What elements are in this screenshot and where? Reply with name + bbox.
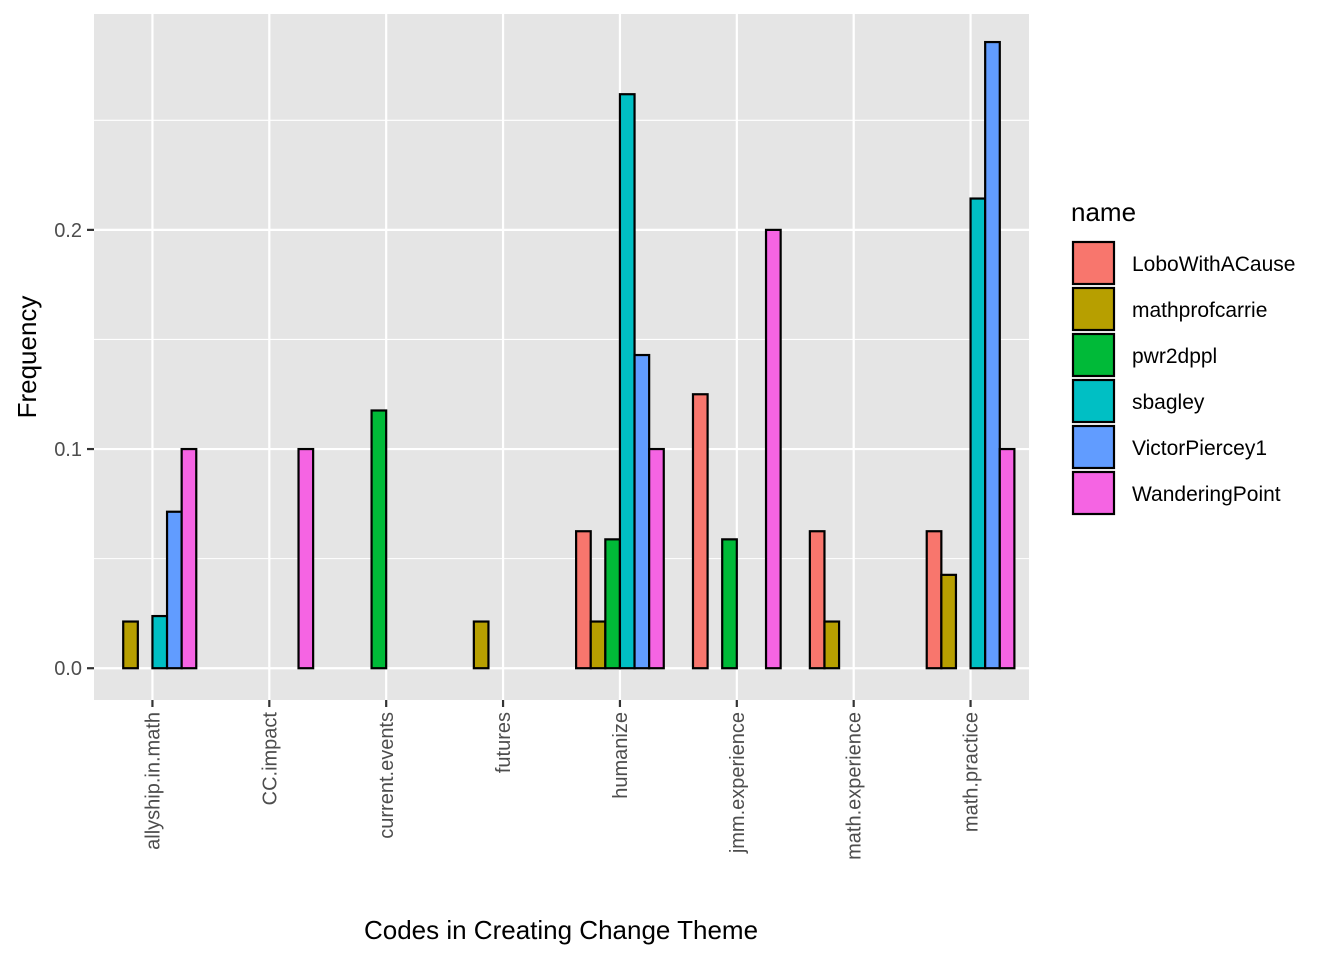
legend-label-WanderingPoint: WanderingPoint (1132, 483, 1281, 506)
bar-pwr2dppl-current.events (370, 409, 388, 670)
legend-key-pwr2dppl (1071, 332, 1116, 378)
legend-label-pwr2dppl: pwr2dppl (1132, 345, 1217, 368)
legend-items: LoboWithACause mathprofcarrie pwr2dppl sbag… (1071, 240, 1295, 516)
x-tick-label: allyship.in.math (142, 712, 164, 850)
x-tick-label: humanize (610, 712, 632, 799)
x-tick-label: math.experience (844, 712, 866, 860)
y-tick-label: 0.1 (54, 439, 82, 461)
bar-WanderingPoint-humanize (648, 447, 665, 670)
bar-LoboWithACause-math.experience (808, 530, 826, 670)
legend-label-VictorPiercey1: VictorPiercey1 (1132, 437, 1267, 460)
x-tick-label: jmm.experience (727, 712, 749, 854)
legend-key-VictorPiercey1 (1071, 424, 1116, 470)
bar-LoboWithACause-math.practice (925, 530, 943, 670)
legend-title: name (1071, 197, 1136, 227)
plot-panel (94, 14, 1029, 700)
x-axis: allyship.in.math CC.impact current.events f… (142, 700, 983, 860)
bar-mathprofcarrie-math.practice (940, 573, 958, 670)
y-tick-label: 0.0 (54, 658, 82, 680)
bar-mathprofcarrie-humanize (589, 620, 607, 670)
bar-WanderingPoint-allyship.in.math (180, 447, 198, 670)
bar-sbagley-math.practice (969, 197, 987, 670)
legend-key-sbagley (1071, 378, 1116, 424)
bar-mathprofcarrie-math.experience (823, 620, 841, 670)
bar-mathprofcarrie-allyship.in.math (122, 620, 139, 670)
legend: name LoboWithACause mathprofcarrie pwr2dpp… (1071, 197, 1295, 516)
legend-key-WanderingPoint (1071, 470, 1116, 516)
minor-gridlines (94, 119, 1029, 560)
bar-VictorPiercey1-math.practice (984, 40, 1001, 670)
bar-VictorPiercey1-allyship.in.math (165, 510, 183, 670)
bars (122, 40, 1016, 670)
x-tick-label: CC.impact (259, 712, 281, 806)
x-tick-label: futures (493, 712, 515, 773)
x-axis-title: Codes in Creating Change Theme (364, 915, 758, 945)
bar-WanderingPoint-CC.impact (297, 447, 315, 670)
x-tick-label: math.practice (961, 712, 983, 832)
legend-label-LoboWithACause: LoboWithACause (1132, 253, 1295, 276)
legend-key-mathprofcarrie (1071, 286, 1116, 332)
legend-key-LoboWithACause (1071, 240, 1116, 286)
legend-label-mathprofcarrie: mathprofcarrie (1132, 299, 1267, 322)
x-tick-label: current.events (376, 712, 398, 839)
legend-label-sbagley: sbagley (1132, 391, 1205, 414)
y-tick-label: 0.2 (54, 220, 82, 242)
y-axis-title: Frequency (12, 296, 42, 419)
bar-mathprofcarrie-futures (472, 620, 490, 670)
bar-WanderingPoint-jmm.experience (764, 228, 782, 670)
bar-sbagley-allyship.in.math (151, 614, 169, 670)
y-axis: 0.0 0.1 0.2 (54, 220, 94, 680)
bar-sbagley-humanize (618, 93, 636, 670)
bar-WanderingPoint-math.practice (998, 447, 1016, 670)
bar-LoboWithACause-jmm.experience (691, 393, 709, 670)
bar-VictorPiercey1-humanize (633, 353, 651, 670)
bar-pwr2dppl-jmm.experience (721, 538, 738, 670)
bar-pwr2dppl-humanize (604, 538, 622, 670)
bar-LoboWithACause-humanize (575, 530, 592, 670)
